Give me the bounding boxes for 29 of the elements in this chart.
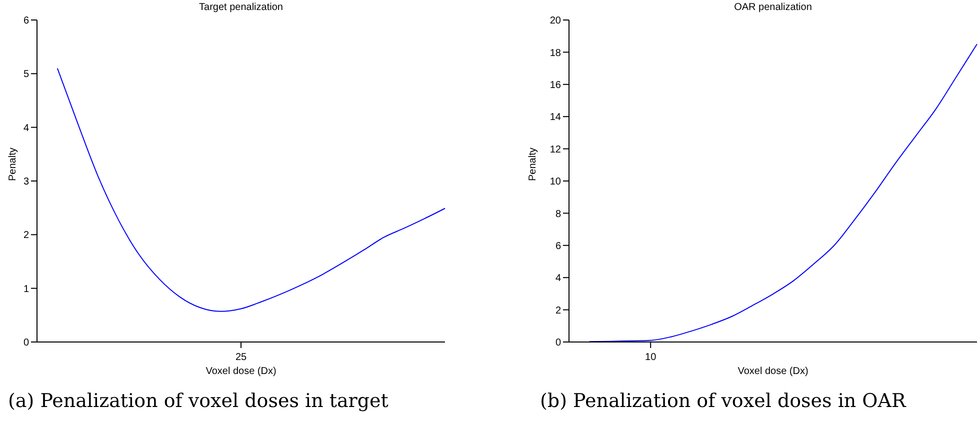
x-axis-title: Voxel dose (Dx) <box>206 366 276 377</box>
y-tick-label: 1 <box>23 284 30 295</box>
y-tick-label: 20 <box>550 16 562 27</box>
y-tick-label: 2 <box>555 305 562 316</box>
chart-title: OAR penalization <box>733 2 813 13</box>
x-tick-label: 25 <box>235 352 247 363</box>
text: (a) Penalization of voxel doses in target <box>8 390 388 412</box>
y-tick-label: 0 <box>555 338 562 349</box>
x-axis-title: Voxel dose (Dx) <box>738 366 808 377</box>
y-tick-label: 0 <box>23 338 30 349</box>
y-tick-label: 6 <box>23 16 30 27</box>
y-tick-label: 18 <box>550 48 562 59</box>
y-tick-label: 10 <box>550 176 562 188</box>
y-tick-label: 5 <box>23 69 30 80</box>
y-tick-label: 16 <box>550 80 562 91</box>
y-tick-label: 6 <box>555 240 562 252</box>
line-series <box>588 44 978 342</box>
line-series <box>56 68 446 312</box>
y-tick-label: 4 <box>23 122 30 134</box>
chart-title: Target penalization <box>198 2 284 13</box>
y-tick-label: 3 <box>23 176 30 188</box>
y-tick-label: 12 <box>550 144 562 156</box>
y-axis-title: Penalty <box>528 148 539 181</box>
y-tick-label: 8 <box>555 208 562 220</box>
y-axis-title: Penalty <box>8 148 19 181</box>
y-tick-label: 14 <box>550 112 562 124</box>
y-tick-label: 4 <box>555 273 562 284</box>
y-tick-label: 2 <box>23 230 30 242</box>
text: (b) Penalization of voxel doses in OAR <box>540 390 906 412</box>
